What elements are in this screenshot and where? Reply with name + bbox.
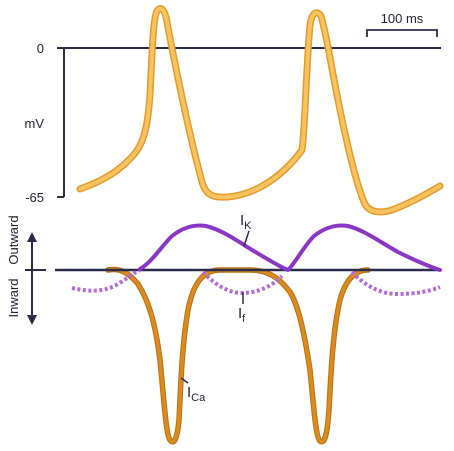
action-potential-trace-outline [76,5,444,216]
minus65-mv-label: -65 [25,190,44,205]
inward-arrow-icon [27,315,37,325]
action-potential-trace [78,6,442,214]
outward-label: Outward [6,215,21,264]
i-k-pointer [243,230,250,247]
i-ca-label: ICa [187,384,206,404]
i-ca-label-sub: Ca [191,392,206,404]
mv-unit-label: mV [25,116,45,131]
i-f-label: If [238,305,246,325]
i-k-label: IK [240,212,252,232]
i-f-label-main: I [238,305,242,322]
i-f-label-sub: f [242,313,246,325]
i-ca-pointer [180,377,189,384]
i-f-trace [71,268,441,297]
inward-label: Inward [6,278,21,317]
outward-arrow-icon [27,232,37,242]
i-k-trace [138,223,442,272]
zero-mv-label: 0 [37,41,44,56]
time-scale-label: 100 ms [381,11,424,26]
time-scale-bar [366,29,438,37]
i-k-label-sub: K [244,220,252,232]
i-k-label-main: I [240,212,244,229]
i-ca-label-main: I [187,384,191,401]
